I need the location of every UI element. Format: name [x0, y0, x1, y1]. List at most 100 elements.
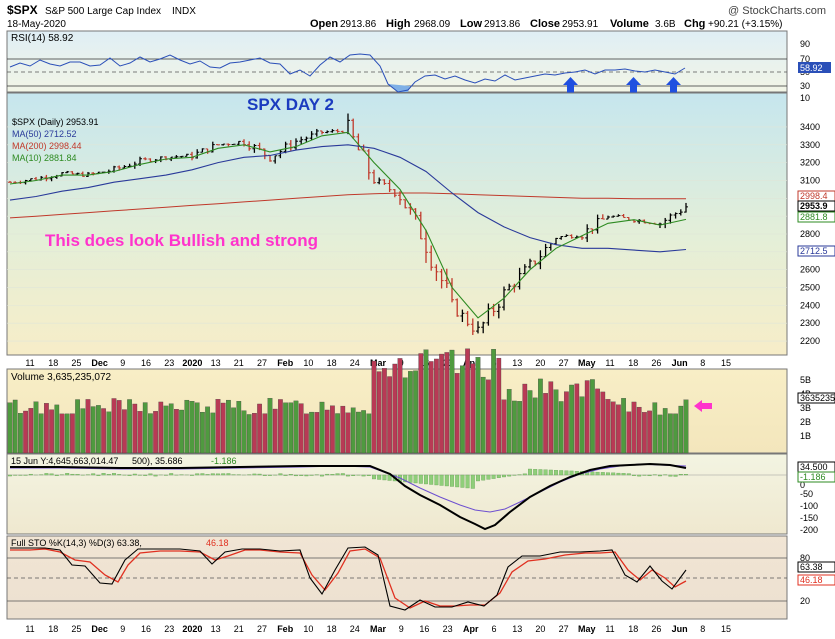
price-legend: $SPX (Daily) 2953.91 MA(50) 2712.52 MA(2…: [12, 117, 99, 163]
date-tick: Jun: [672, 624, 688, 634]
volume-bar: [371, 360, 377, 454]
date-tick: 27: [559, 358, 569, 368]
volume-axis: 5B 4B 3B 2B 1B 3635235: [797, 375, 835, 441]
macd-hist-bar: [418, 474, 423, 484]
volume-bar: [272, 408, 278, 454]
macd-line: [10, 462, 687, 531]
date-tick: 9: [120, 624, 125, 634]
macd-hist-bar: [424, 474, 428, 485]
date-tick: 15: [721, 624, 731, 634]
rsi-value-tag: [798, 62, 831, 73]
date-tick: 9: [399, 624, 404, 634]
macd-hist-bar: [470, 474, 475, 489]
volume-bar: [205, 406, 210, 454]
volume-bar: [610, 401, 616, 454]
legend-ma50: MA(50) 2712.52: [12, 129, 77, 139]
volume-bar: [184, 399, 190, 454]
volume-bar: [215, 399, 221, 454]
volume-bar: [392, 363, 398, 454]
macd-hist-bar: [8, 474, 12, 477]
macd-hist-tag: [797, 471, 835, 483]
close-value: 2953.91: [562, 19, 599, 30]
date-tick: 15: [721, 358, 731, 368]
volume-bar: [636, 406, 642, 454]
volume-bar: [267, 398, 273, 454]
volume-bar: [283, 402, 288, 454]
macd-hist-bar: [127, 474, 132, 476]
macd-hist-bar: [346, 474, 350, 477]
macd-hist-bar: [54, 474, 59, 476]
macd-hist-bar: [195, 473, 200, 476]
volume-bar: [413, 370, 418, 454]
macd-hist-bar: [543, 469, 548, 476]
macd-hist-bar: [554, 470, 558, 476]
volume-bar: [106, 411, 112, 454]
price-tick: 3400: [800, 122, 820, 132]
macd-hist-bar: [283, 474, 288, 476]
macd-hist-bar: [75, 474, 80, 476]
volume-bar: [340, 405, 346, 454]
volume-bar: [335, 413, 340, 454]
volume-bar: [652, 402, 658, 454]
volume-bar: [574, 383, 580, 454]
volume-bar: [330, 405, 335, 454]
macd-hist-bar: [496, 474, 501, 478]
volume-bar: [657, 414, 663, 454]
volume-bar: [75, 399, 80, 454]
price-tick: 2600: [800, 265, 820, 275]
date-tick: 2020: [182, 358, 202, 368]
macd-hist-bar: [439, 474, 444, 486]
volume-bar: [361, 410, 366, 454]
volume-bar: [168, 403, 174, 454]
volume-bar: [439, 353, 444, 454]
volume-bar: [605, 399, 611, 454]
volume-bar: [418, 353, 424, 454]
volume-bar: [179, 409, 184, 454]
price-axis: 3400330032003100300029002800270026002500…: [800, 122, 820, 346]
date-tick: 13: [211, 624, 221, 634]
date-tick: 13: [512, 358, 522, 368]
volume-bar: [241, 410, 247, 454]
price-tick: 2400: [800, 300, 820, 310]
date-tick: Dec: [91, 358, 108, 368]
volume-bar: [454, 373, 460, 454]
volume-bar: [538, 378, 543, 454]
volume-bar: [44, 403, 49, 454]
volume-panel: Volume 3,635,235,072 5B 4B 3B 2B 1B 3635…: [6, 348, 835, 454]
volume-bar: [298, 403, 304, 454]
date-tick: Feb: [277, 358, 294, 368]
volume-bar: [231, 407, 236, 454]
macd-hist-bar: [200, 473, 205, 476]
volume-bar: [158, 401, 164, 454]
price-tick: 2200: [800, 336, 820, 346]
date-tick: 9: [120, 358, 125, 368]
volume-bar: [356, 411, 361, 454]
volume-bar: [428, 361, 434, 454]
volume-bar: [23, 410, 28, 454]
macd-hist-bar: [372, 474, 376, 480]
close-tag-text: 2953.9: [800, 201, 828, 211]
open-value: 2913.86: [340, 19, 377, 30]
volume-bar: [101, 408, 106, 454]
price-tick: 3200: [800, 158, 820, 168]
macd-hist-bar: [606, 472, 610, 476]
macd-hist-bar: [413, 474, 418, 484]
sto-tick: 80: [800, 553, 810, 563]
ma50-line: [9, 144, 687, 253]
rsi-blue-arrows: [563, 77, 681, 93]
up-arrow-icon: [563, 77, 578, 93]
sto-k-tag-text: 63.38: [800, 562, 823, 572]
rsi-axis: 90 70 50 30 10 58.92: [798, 39, 831, 103]
volume-value: 3.6B: [655, 19, 676, 30]
macd-hist-bar: [450, 474, 454, 487]
volume-bar: [423, 349, 429, 454]
sto-panel: Full STO %K(14,3) %D(3) 63.38, 46.18 80 …: [6, 535, 835, 620]
date-tick: 21: [234, 624, 244, 634]
volume-bar: [543, 393, 548, 454]
date-tick: 11: [605, 358, 614, 368]
volume-label: Volume: [610, 18, 649, 30]
macd-hist-bar: [320, 474, 324, 477]
rsi-title: RSI(14) 58.92: [11, 33, 74, 44]
date-tick: 8: [700, 624, 705, 634]
